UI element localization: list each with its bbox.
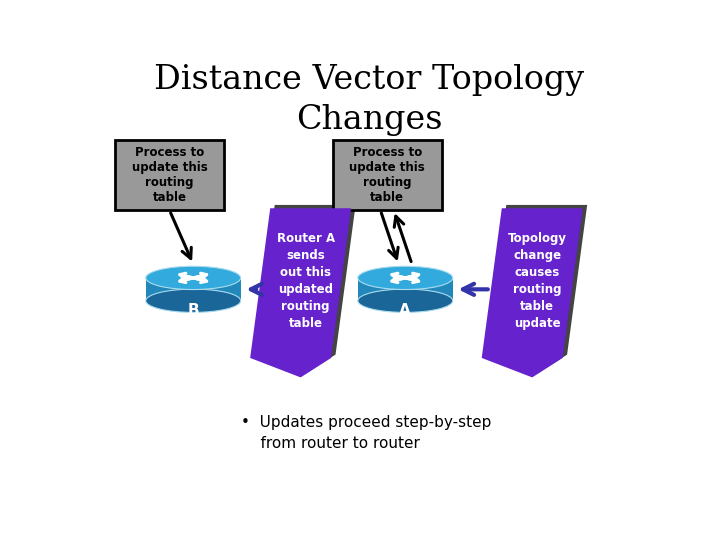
Polygon shape bbox=[486, 205, 588, 374]
Text: Process to
update this
routing
table: Process to update this routing table bbox=[132, 146, 207, 204]
Text: B: B bbox=[187, 303, 199, 318]
Ellipse shape bbox=[358, 289, 453, 313]
Text: Topology
change
causes
routing
table
update: Topology change causes routing table upd… bbox=[508, 232, 567, 330]
Polygon shape bbox=[250, 208, 351, 377]
Text: A: A bbox=[400, 303, 411, 318]
Text: Process to
update this
routing
table: Process to update this routing table bbox=[349, 146, 425, 204]
Ellipse shape bbox=[358, 266, 453, 289]
Polygon shape bbox=[482, 208, 582, 377]
Text: Distance Vector Topology
Changes: Distance Vector Topology Changes bbox=[154, 64, 584, 136]
Polygon shape bbox=[255, 205, 356, 374]
Bar bbox=[145, 278, 240, 301]
Text: Router A
sends
out this
updated
routing
table: Router A sends out this updated routing … bbox=[276, 232, 335, 330]
Bar bbox=[358, 278, 453, 301]
Text: •  Updates proceed step-by-step
    from router to router: • Updates proceed step-by-step from rout… bbox=[240, 415, 491, 451]
FancyBboxPatch shape bbox=[115, 140, 224, 210]
FancyBboxPatch shape bbox=[333, 140, 441, 210]
Ellipse shape bbox=[145, 289, 240, 313]
Ellipse shape bbox=[145, 266, 240, 289]
